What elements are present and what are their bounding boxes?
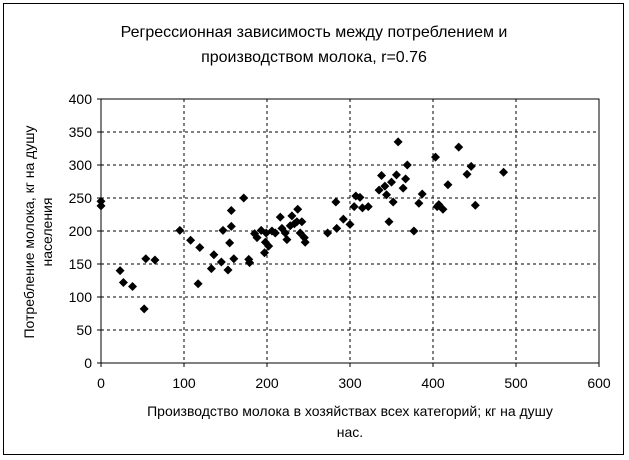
data-point-marker xyxy=(260,248,270,258)
data-point-marker xyxy=(245,258,255,268)
data-point-marker xyxy=(252,233,262,243)
x-tick-label: 300 xyxy=(338,375,362,391)
y-tick-label: 200 xyxy=(69,223,93,239)
data-point-marker xyxy=(462,169,472,179)
y-tick-label: 350 xyxy=(69,124,93,140)
chart-frame xyxy=(3,3,624,455)
x-tick-label: 500 xyxy=(504,375,528,391)
data-point-marker xyxy=(466,161,476,171)
data-point-marker xyxy=(393,137,403,147)
data-point-marker xyxy=(332,223,342,233)
data-point-marker xyxy=(239,193,249,203)
y-tick-label: 100 xyxy=(69,289,93,305)
x-axis-label-line1: Производство молока в хозяйствах всех ка… xyxy=(147,403,553,419)
data-point-marker xyxy=(355,192,365,202)
data-point-marker xyxy=(209,250,219,260)
data-point-marker xyxy=(226,221,236,231)
data-point-marker xyxy=(414,198,424,208)
y-tick-label: 250 xyxy=(69,190,93,206)
data-point-marker xyxy=(331,197,341,207)
x-tick-label: 0 xyxy=(97,375,105,391)
data-point-marker xyxy=(206,264,216,274)
data-point-marker xyxy=(380,181,390,191)
y-tick-label: 50 xyxy=(76,322,92,338)
x-tick-label: 200 xyxy=(255,375,279,391)
y-tick-label: 0 xyxy=(84,355,92,371)
data-point-marker xyxy=(402,160,412,170)
data-point-marker xyxy=(96,196,106,206)
data-point-marker xyxy=(96,201,106,211)
x-tick-label: 400 xyxy=(421,375,445,391)
data-point-marker xyxy=(175,225,185,235)
data-point-marker xyxy=(499,167,509,177)
data-point-marker xyxy=(297,217,307,227)
data-point-marker xyxy=(292,217,302,227)
data-point-marker xyxy=(374,185,384,195)
data-point-marker xyxy=(382,190,392,200)
data-point-marker xyxy=(226,206,236,216)
x-axis-label-line2: нас. xyxy=(337,424,363,440)
data-point-marker xyxy=(115,266,125,276)
data-point-marker xyxy=(264,241,274,251)
data-point-marker xyxy=(377,171,387,181)
data-point-marker xyxy=(150,255,160,265)
data-point-marker xyxy=(409,226,419,236)
data-point-marker xyxy=(293,204,303,214)
data-point-marker xyxy=(391,170,401,180)
data-point-marker xyxy=(470,200,480,210)
y-tick-label: 150 xyxy=(69,256,93,272)
data-point-marker xyxy=(345,219,355,229)
data-point-marker xyxy=(216,257,226,267)
data-point-marker xyxy=(287,211,297,221)
data-point-marker xyxy=(443,180,453,190)
data-point-marker xyxy=(398,183,408,193)
chart-title-line1: Регрессионная зависимость между потребле… xyxy=(121,24,508,41)
data-point-marker xyxy=(430,152,440,162)
data-point-marker xyxy=(139,304,149,314)
data-point-marker xyxy=(417,189,427,199)
chart-title-line2: производством молока, r=0.76 xyxy=(201,49,427,66)
data-point-marker xyxy=(282,235,292,245)
x-tick-label: 100 xyxy=(172,375,196,391)
data-point-marker xyxy=(401,174,411,184)
data-point-marker xyxy=(225,238,235,248)
data-point-marker xyxy=(388,197,398,207)
data-point-marker xyxy=(128,281,138,291)
data-point-marker xyxy=(349,202,359,212)
data-point-marker xyxy=(186,235,196,245)
data-point-marker xyxy=(384,217,394,227)
data-point-marker xyxy=(387,177,396,187)
data-point-marker xyxy=(438,204,448,214)
data-points xyxy=(96,137,509,314)
data-point-marker xyxy=(454,142,464,152)
data-point-marker xyxy=(300,237,310,247)
x-tick-label: 600 xyxy=(587,375,611,391)
y-axis-label-line2: населения xyxy=(39,198,55,267)
data-point-marker xyxy=(229,254,239,264)
data-point-marker xyxy=(193,279,203,289)
data-point-marker xyxy=(270,228,280,238)
data-point-marker xyxy=(141,254,151,264)
data-point-marker xyxy=(118,277,128,287)
data-point-marker xyxy=(280,228,290,238)
data-point-marker xyxy=(275,212,285,222)
data-point-marker xyxy=(363,202,373,212)
grid-lines xyxy=(101,99,599,363)
y-tick-label: 400 xyxy=(69,91,93,107)
data-point-marker xyxy=(338,214,348,224)
data-point-marker xyxy=(223,265,233,275)
data-point-marker xyxy=(195,243,205,252)
y-axis-label-line1: Потребление молока, кг на душу xyxy=(21,125,37,338)
axis-ticks: 0 100 200 300 400 500 600 0 50 100 150 200 250 300 350… xyxy=(69,91,611,391)
data-point-marker xyxy=(218,225,228,235)
y-tick-label: 300 xyxy=(69,157,93,173)
data-point-marker xyxy=(323,228,333,238)
